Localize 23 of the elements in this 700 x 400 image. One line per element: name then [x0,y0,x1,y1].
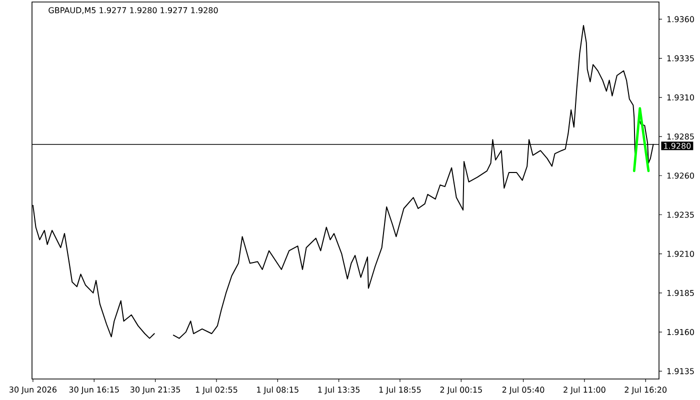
y-tick-label: 1.9360 [667,16,694,22]
x-tick-label: 2 Jul 16:20 [624,386,667,394]
x-tick-label: 2 Jul 05:40 [502,386,544,394]
y-tick-label: 1.9285 [667,134,694,140]
y-tick-label: 1.9260 [667,172,694,179]
x-tick-label: 30 Jun 21:35 [130,386,180,394]
x-tick-label: 1 Jul 13:35 [318,386,360,394]
x-tick-label: 1 Jul 02:55 [196,386,238,394]
y-tick-label: 1.9160 [667,329,694,336]
x-tick-label: 1 Jul 08:15 [257,386,298,394]
y-tick-label: 1.9135 [667,368,694,374]
y-tick-label: 1.9185 [667,290,694,296]
x-tick-label: 30 Jun 16:15 [69,386,119,394]
x-tick-label: 1 Jul 18:55 [379,386,421,394]
y-tick-label: 1.9210 [667,250,694,257]
x-tick-label: 2 Jul 00:15 [440,386,482,394]
ref-line-label: 1.9280 [664,142,691,149]
y-tick-label: 1.9310 [667,94,694,100]
y-tick-label: 1.9235 [667,212,694,218]
x-tick-label: 2 Jul 11:00 [564,386,606,394]
x-tick-label: 30 Jun 2026 [10,386,57,394]
y-tick-label: 1.9335 [667,55,694,62]
text: GBPAUD,M5 1.9277 1.9280 1.9277 1.9280 [48,7,218,14]
